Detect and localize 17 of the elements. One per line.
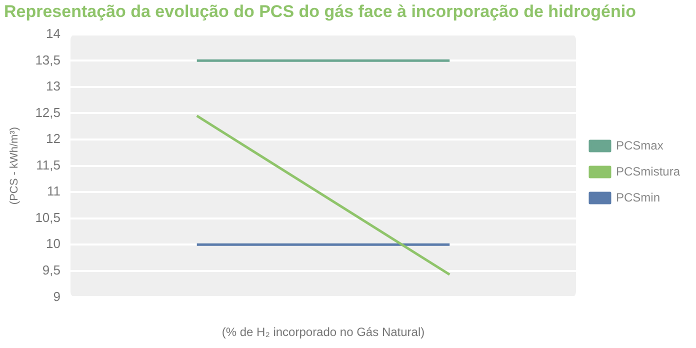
legend-label: PCSmistura xyxy=(616,164,680,178)
y-tick-label: 10,5 xyxy=(35,210,60,225)
y-tick-label: 14 xyxy=(46,26,60,41)
y-tick-label: 9,5 xyxy=(42,262,60,278)
legend-label: PCSmin xyxy=(616,190,660,204)
y-tick-label: 9 xyxy=(53,288,60,304)
y-tick-label: 12 xyxy=(46,131,60,146)
y-axis-title: (PCS - kWh/m³) xyxy=(8,126,21,205)
chart-title: Representação da evolução do PCS do gás face à incorporação de hidrogénio xyxy=(4,2,636,21)
y-tick-label: 11 xyxy=(47,184,60,199)
y-tick-label: 12,5 xyxy=(35,104,60,120)
y-tick-label: 13,5 xyxy=(35,52,60,68)
y-tick-label: 10 xyxy=(46,236,60,252)
y-tick-label: 11,5 xyxy=(36,157,60,172)
x-axis-title: (% de H₂ incorporado no Gás Natural) xyxy=(222,325,425,340)
y-tick-label: 13 xyxy=(46,78,60,94)
legend-label: PCSmax xyxy=(616,138,664,152)
